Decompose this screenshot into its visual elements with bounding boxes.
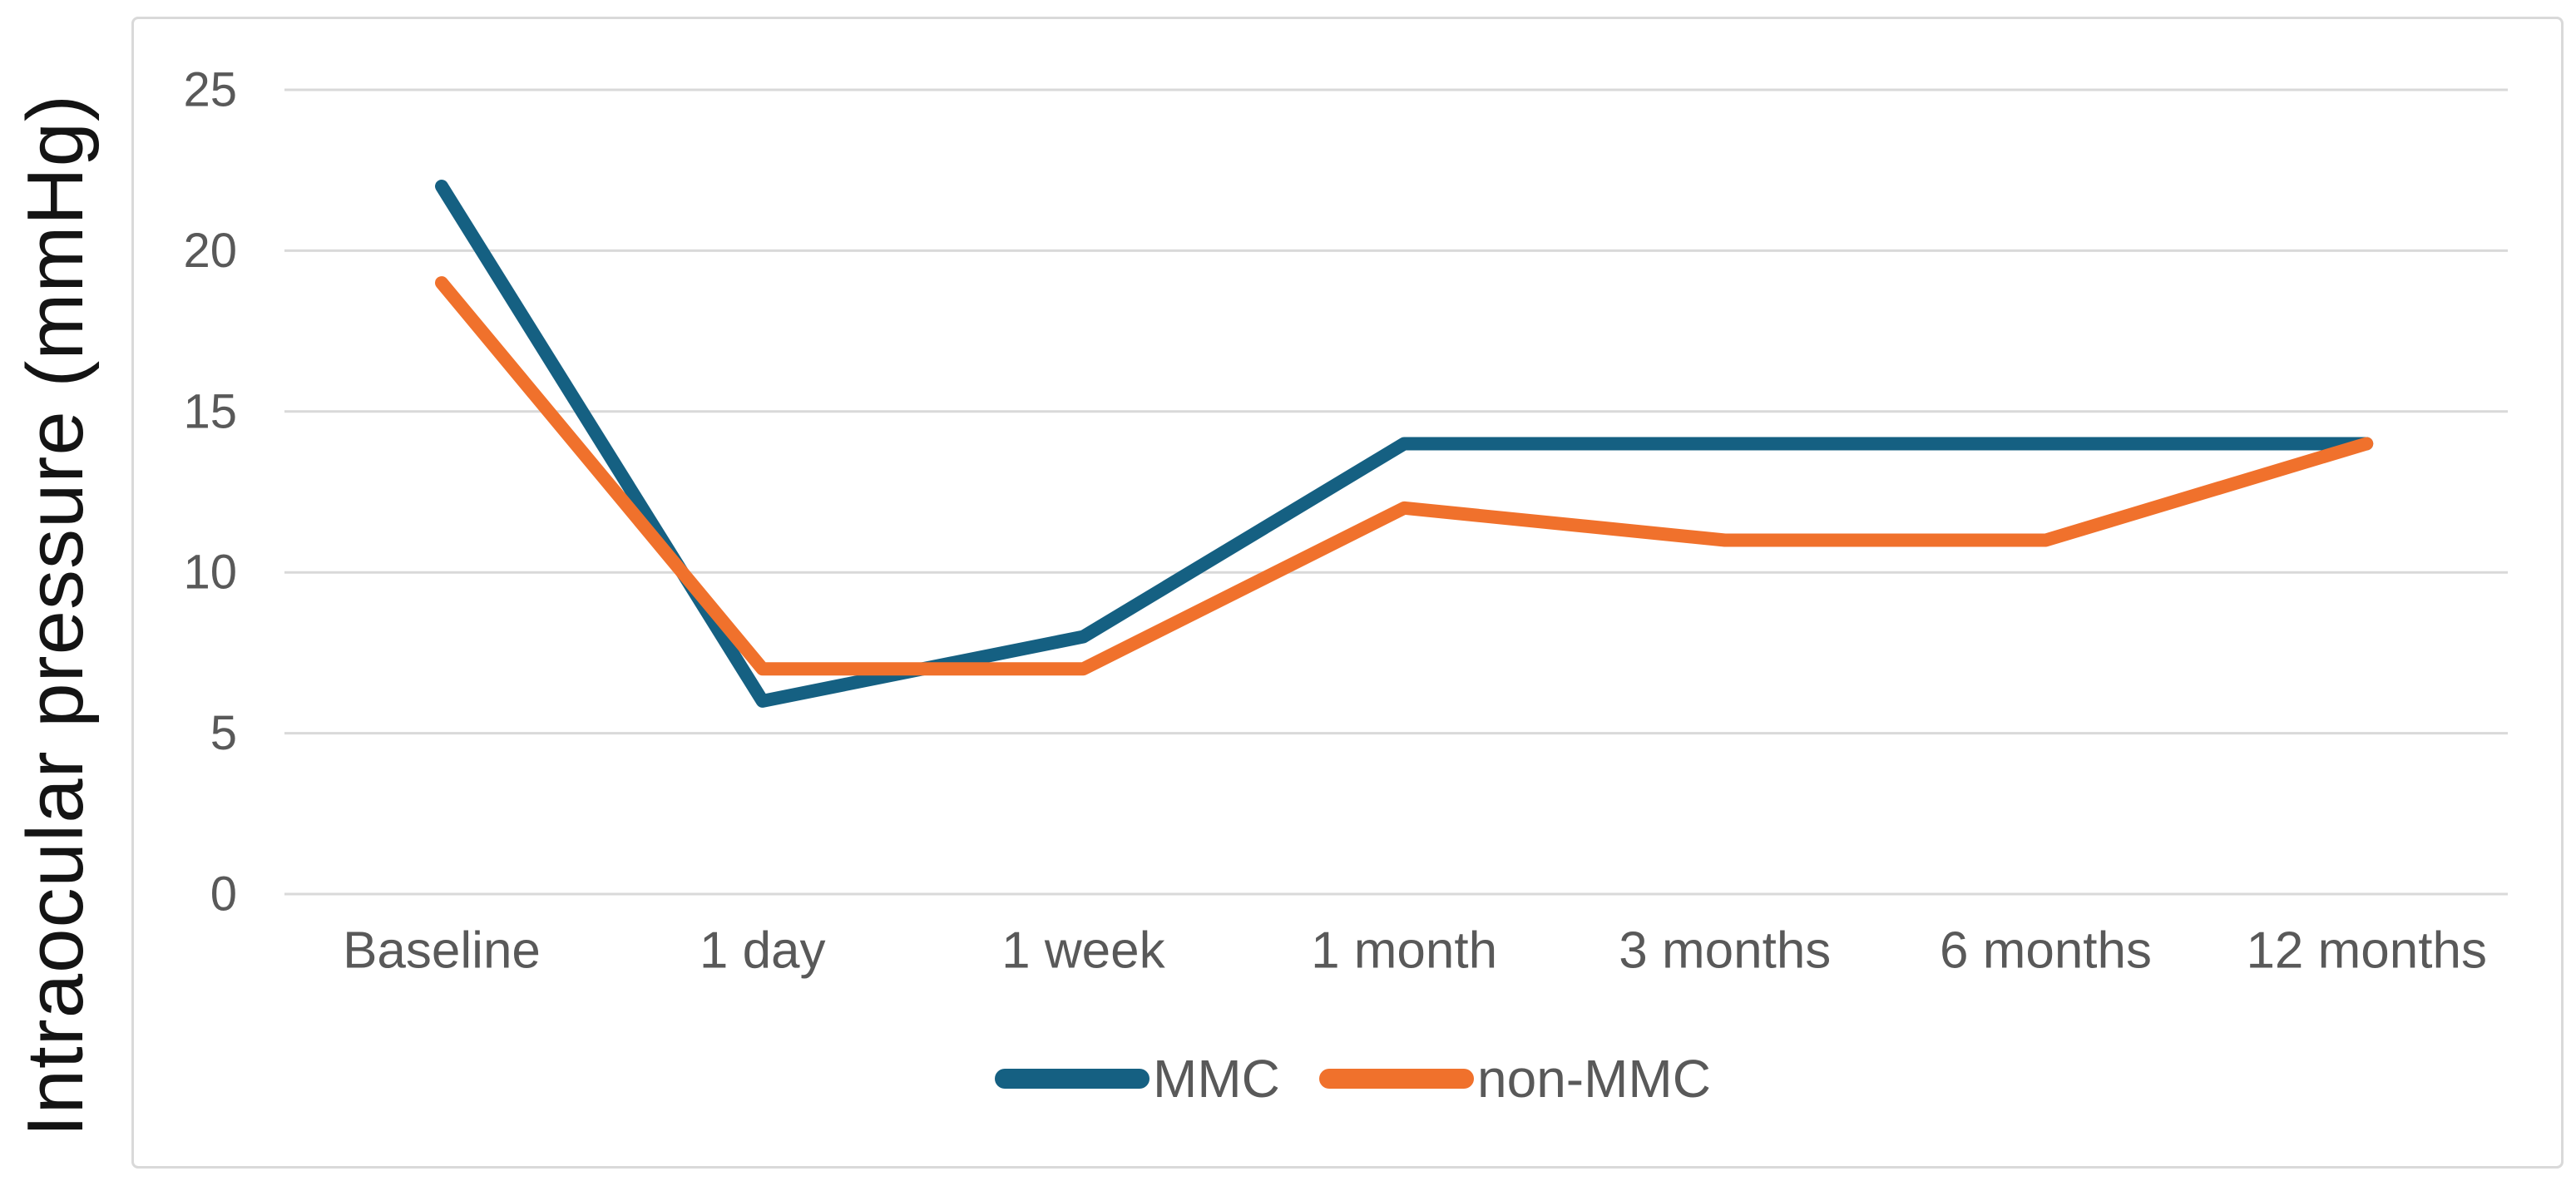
y-tick-label: 5	[210, 706, 237, 760]
x-category-label: 1 week	[1001, 922, 1165, 980]
x-category-label: 6 months	[1940, 922, 2152, 980]
legend-label-MMC: MMC	[1153, 1049, 1280, 1109]
legend-label-non-MMC: non-MMC	[1477, 1049, 1711, 1109]
x-category-label: Baseline	[343, 922, 541, 980]
y-tick-label: 20	[183, 224, 237, 278]
chart-border	[131, 17, 2564, 1169]
x-category-label: 12 months	[2246, 922, 2487, 980]
series-line-MMC	[435, 180, 2374, 708]
series-line-non-MMC	[435, 276, 2374, 676]
y-tick-label: 15	[183, 384, 237, 438]
x-category-label: 3 months	[1619, 922, 1831, 980]
y-tick-label: 25	[183, 63, 237, 117]
x-category-label: 1 month	[1311, 922, 1497, 980]
y-tick-label: 0	[210, 867, 237, 922]
y-tick-label: 10	[183, 546, 237, 600]
x-category-label: 1 day	[700, 922, 826, 980]
